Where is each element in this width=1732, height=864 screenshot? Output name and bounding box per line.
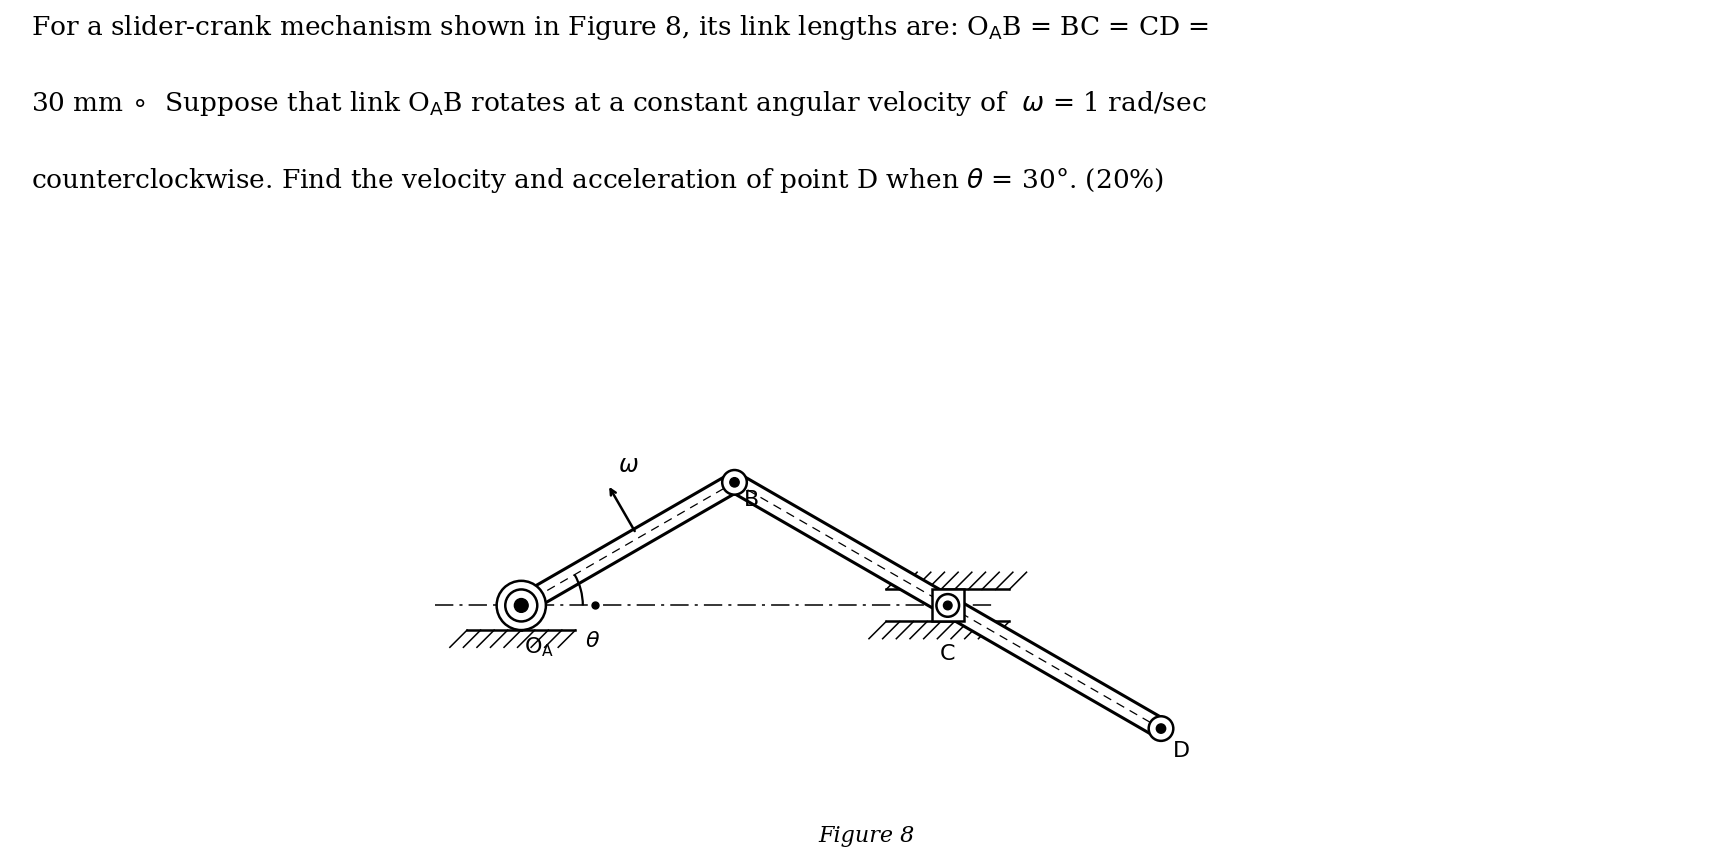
Text: B: B xyxy=(745,490,760,510)
Circle shape xyxy=(1157,724,1166,734)
Circle shape xyxy=(729,478,740,487)
Circle shape xyxy=(944,601,953,610)
Text: Figure 8: Figure 8 xyxy=(818,825,914,847)
Text: C: C xyxy=(940,644,956,664)
Text: $\theta$: $\theta$ xyxy=(585,630,601,652)
Polygon shape xyxy=(729,473,953,614)
Bar xyxy=(932,589,963,621)
Text: O$_\mathsf{A}$: O$_\mathsf{A}$ xyxy=(523,635,554,658)
Text: D: D xyxy=(1173,741,1190,761)
Circle shape xyxy=(514,599,528,613)
Text: 30 mm $\circ$  Suppose that link O$_\mathsf{A}$B rotates at a constant angular v: 30 mm $\circ$ Suppose that link O$_\math… xyxy=(31,89,1207,118)
Circle shape xyxy=(722,470,746,495)
Polygon shape xyxy=(942,597,1166,737)
Circle shape xyxy=(506,589,537,621)
Polygon shape xyxy=(516,473,740,614)
Circle shape xyxy=(1148,716,1173,741)
Text: For a slider-crank mechanism shown in Figure 8, its link lengths are: O$_\mathsf: For a slider-crank mechanism shown in Fi… xyxy=(31,13,1209,42)
Text: counterclockwise. Find the velocity and acceleration of point D when $\theta$ = : counterclockwise. Find the velocity and … xyxy=(31,165,1164,195)
Circle shape xyxy=(937,594,960,617)
Text: $\omega$: $\omega$ xyxy=(618,454,639,477)
Circle shape xyxy=(497,581,546,630)
